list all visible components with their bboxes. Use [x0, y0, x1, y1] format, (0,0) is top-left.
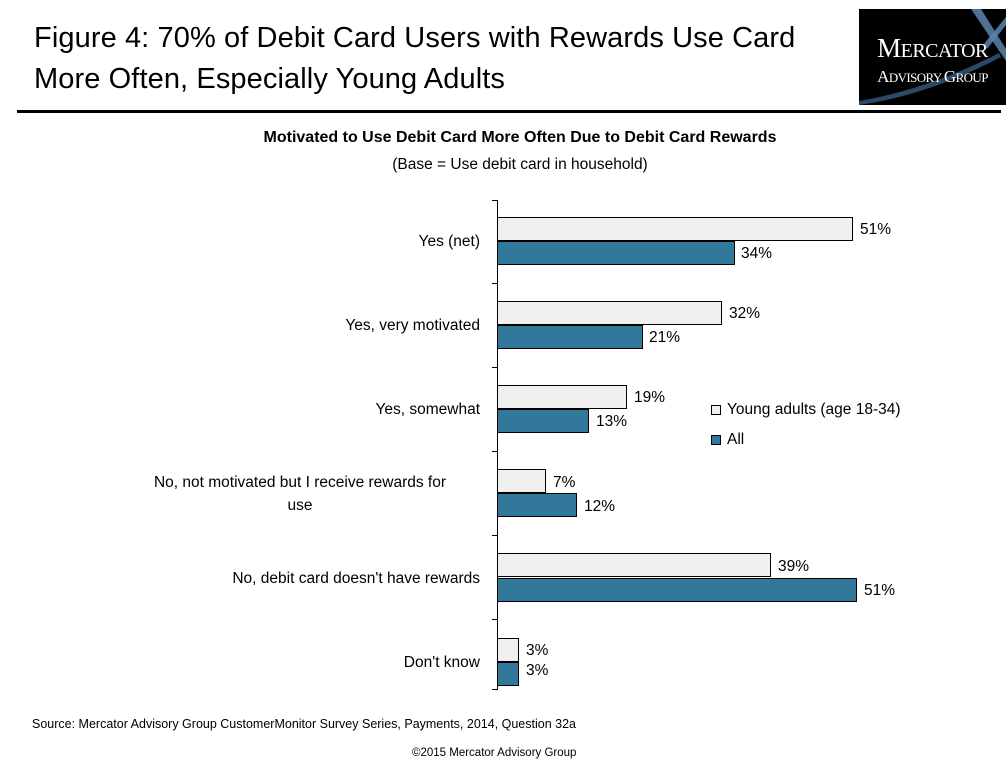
bar-young-no-rewards	[497, 553, 771, 577]
bar-young-dont-know	[497, 638, 519, 662]
category-label: Don't know	[403, 654, 480, 671]
value-label: 13%	[596, 413, 628, 430]
category-label: Yes, somewhat	[375, 401, 480, 418]
value-label: 3%	[526, 662, 549, 679]
value-label: 51%	[860, 221, 892, 238]
category-axis	[497, 200, 498, 690]
logo-text-advisory-group: ADVISORY GROUP	[877, 67, 988, 86]
value-label: 51%	[864, 582, 896, 599]
chart-title: Motivated to Use Debit Card More Often D…	[263, 129, 777, 146]
bar-all-no-rewards	[497, 578, 857, 602]
value-label: 32%	[729, 305, 761, 322]
category-label: Yes, very motivated	[345, 317, 480, 334]
bar-young-very-motivated	[497, 301, 722, 325]
axis-tick	[492, 200, 497, 201]
category-label: Yes (net)	[418, 233, 480, 250]
axis-tick	[492, 535, 497, 536]
bar-all-very-motivated	[497, 325, 643, 349]
value-label: 3%	[526, 642, 549, 659]
mercator-logo: MERCATOR ADVISORY GROUP	[859, 9, 1006, 105]
value-label: 34%	[741, 245, 773, 262]
title-divider	[17, 110, 1001, 113]
legend-item-all: All	[711, 425, 901, 455]
bar-all-not-motivated	[497, 493, 577, 517]
axis-tick	[492, 283, 497, 284]
figure-title-line2: More Often, Especially Young Adults	[34, 63, 506, 95]
copyright-note: ©2015 Mercator Advisory Group	[412, 747, 577, 759]
value-label: 21%	[649, 329, 681, 346]
bar-all-somewhat	[497, 409, 589, 433]
axis-tick	[492, 619, 497, 620]
legend-item-young-adults: Young adults (age 18-34)	[711, 395, 901, 425]
bar-all-dont-know	[497, 662, 519, 686]
source-note: Source: Mercator Advisory Group Customer…	[32, 717, 576, 731]
chart-legend: Young adults (age 18-34) All	[711, 395, 901, 455]
category-label: No, debit card doesn't have rewards	[232, 570, 480, 587]
logo-text-mercator: MERCATOR	[877, 33, 988, 63]
value-label: 19%	[634, 389, 666, 406]
axis-tick	[492, 451, 497, 452]
value-label: 7%	[553, 474, 576, 491]
figure-title: Figure 4: 70% of Debit Card Users with R…	[34, 18, 834, 100]
value-label: 12%	[584, 498, 616, 515]
value-label: 39%	[778, 558, 810, 575]
legend-swatch-icon	[711, 435, 721, 445]
axis-tick	[492, 367, 497, 368]
bar-young-somewhat	[497, 385, 627, 409]
figure-title-line1: Figure 4: 70% of Debit Card Users with R…	[34, 22, 796, 54]
category-label: No, not motivated but I receive rewards …	[153, 474, 447, 514]
bar-young-not-motivated	[497, 469, 546, 493]
chart-subtitle: (Base = Use debit card in household)	[392, 156, 648, 173]
bar-all-yes-net	[497, 241, 735, 265]
logo-swoosh-icon	[859, 9, 1006, 105]
axis-tick	[492, 689, 497, 690]
legend-swatch-icon	[711, 405, 721, 415]
bar-young-yes-net	[497, 217, 853, 241]
